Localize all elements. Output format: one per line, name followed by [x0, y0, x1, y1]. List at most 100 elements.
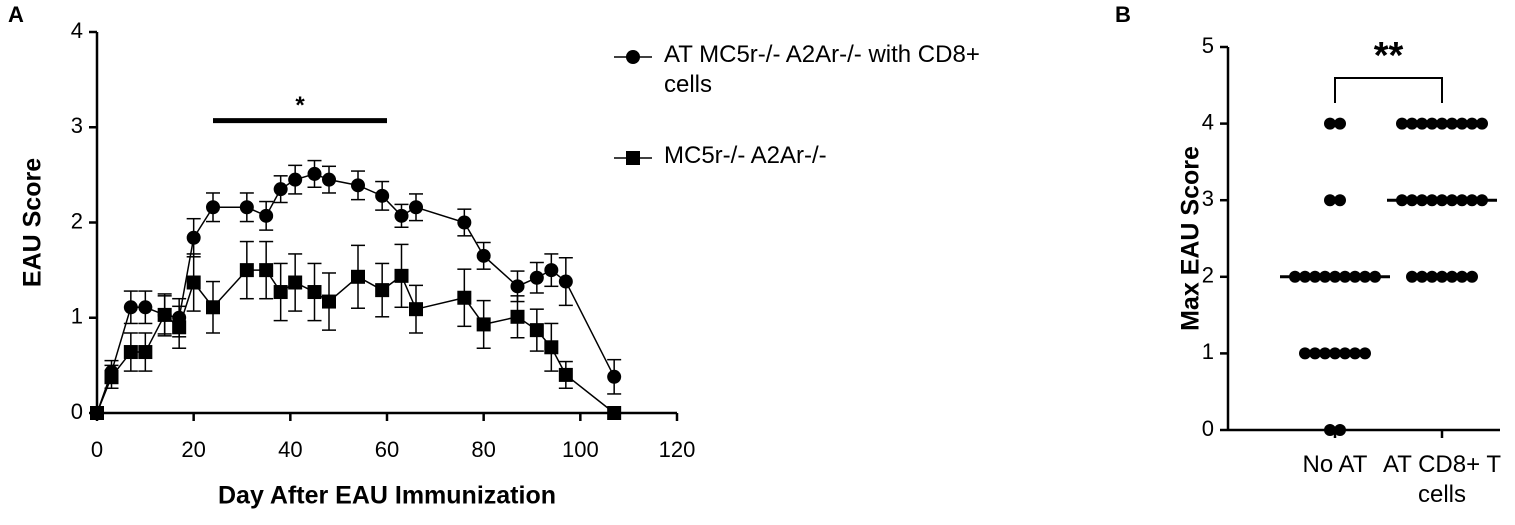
x-tick-label: 0 — [91, 437, 103, 462]
data-point — [558, 367, 573, 382]
data-point — [322, 294, 336, 309]
data-point — [104, 369, 119, 384]
data-point — [394, 268, 409, 283]
x-tick-label: 40 — [278, 437, 302, 462]
data-point — [259, 263, 274, 278]
legend-label: AT MC5r-/- A2Ar-/- with CD8+ cells — [664, 41, 980, 98]
data-point — [1426, 270, 1438, 283]
data-point — [273, 285, 288, 300]
data-point — [394, 208, 409, 223]
significance-label: ** — [1374, 35, 1404, 77]
data-point — [1309, 347, 1321, 360]
data-point — [351, 178, 365, 193]
data-point — [529, 323, 544, 338]
x-tick-label: No AT — [1302, 451, 1368, 478]
data-point — [1334, 194, 1346, 207]
data-point — [1334, 117, 1346, 130]
x-axis-title: Day After EAU Immunization — [218, 482, 556, 510]
significance-bracket — [1334, 77, 1443, 103]
data-point — [1299, 347, 1311, 360]
panel-label: B — [1115, 2, 1131, 27]
data-point — [1426, 117, 1438, 130]
data-point — [1466, 117, 1478, 130]
data-point — [607, 369, 622, 384]
data-point — [529, 270, 544, 285]
legend-marker — [626, 50, 640, 64]
data-point — [186, 275, 201, 290]
data-point — [1334, 424, 1346, 436]
data-point — [1359, 347, 1371, 360]
data-point — [1446, 117, 1458, 130]
data-point — [544, 340, 559, 355]
x-tick-label-box: No AT — [1302, 451, 1368, 478]
data-point — [510, 309, 525, 324]
data-point — [1339, 347, 1351, 360]
data-point — [1456, 117, 1468, 130]
data-point — [123, 345, 138, 360]
panel-label: A — [8, 2, 24, 27]
x-tick-label: 100 — [562, 437, 599, 462]
legend-label: MC5r-/- A2Ar-/- — [664, 142, 827, 169]
y-axis-title: EAU Score — [19, 158, 47, 287]
y-tick-label: 4 — [1202, 109, 1214, 134]
y-tick-label: 0 — [1202, 416, 1214, 441]
data-point — [239, 200, 254, 215]
data-point — [206, 200, 220, 215]
x-tick-label: AT CD8+ T cells — [1382, 451, 1502, 508]
x-tick-label-box: AT CD8+ T cells — [1382, 451, 1502, 508]
y-tick-label: 2 — [1202, 263, 1214, 288]
data-point — [1349, 347, 1361, 360]
data-point — [351, 269, 365, 284]
data-point — [1416, 117, 1428, 130]
y-tick-label: 1 — [1202, 339, 1214, 364]
data-point — [206, 300, 220, 315]
data-point — [1406, 270, 1418, 283]
y-tick-label: 1 — [71, 304, 83, 329]
data-point — [476, 248, 491, 263]
y-tick-label: 2 — [71, 208, 83, 233]
y-tick-label: 5 — [1202, 33, 1214, 58]
x-tick-label: 80 — [471, 437, 495, 462]
data-point — [172, 320, 187, 335]
data-point — [476, 317, 491, 332]
y-axis-title: Max EAU Score — [1177, 146, 1205, 331]
data-point — [1476, 117, 1488, 130]
data-point — [1436, 117, 1448, 130]
significance-label: * — [295, 92, 305, 119]
data-point — [409, 302, 423, 317]
legend-marker — [626, 151, 640, 165]
data-point — [1324, 194, 1336, 207]
data-point — [138, 300, 153, 315]
data-point — [510, 279, 525, 294]
data-point — [123, 300, 138, 315]
data-point — [322, 172, 336, 187]
data-point — [375, 188, 390, 203]
data-point — [186, 230, 201, 245]
x-tick-label: 120 — [659, 437, 696, 462]
data-point — [1436, 270, 1448, 283]
data-point — [1319, 347, 1331, 360]
data-point — [1466, 270, 1478, 283]
data-point — [544, 263, 559, 278]
data-point — [273, 182, 288, 197]
data-point — [90, 406, 104, 420]
legend-label-box: MC5r-/- A2Ar-/- — [664, 142, 827, 169]
data-point — [138, 345, 153, 360]
data-point — [1396, 117, 1408, 130]
legend-label-box: AT MC5r-/- A2Ar-/- with CD8+ cells — [664, 41, 980, 98]
data-point — [1406, 117, 1418, 130]
data-point — [157, 307, 172, 322]
data-point — [307, 166, 322, 181]
data-point — [457, 215, 472, 230]
data-point — [288, 172, 303, 187]
data-point — [288, 275, 303, 290]
x-tick-label: 60 — [375, 437, 399, 462]
data-point — [1329, 347, 1341, 360]
data-point — [375, 283, 390, 298]
data-point — [1324, 424, 1336, 436]
data-point — [1324, 117, 1336, 130]
data-point — [239, 263, 254, 278]
data-point — [1416, 270, 1428, 283]
data-point — [1446, 270, 1458, 283]
